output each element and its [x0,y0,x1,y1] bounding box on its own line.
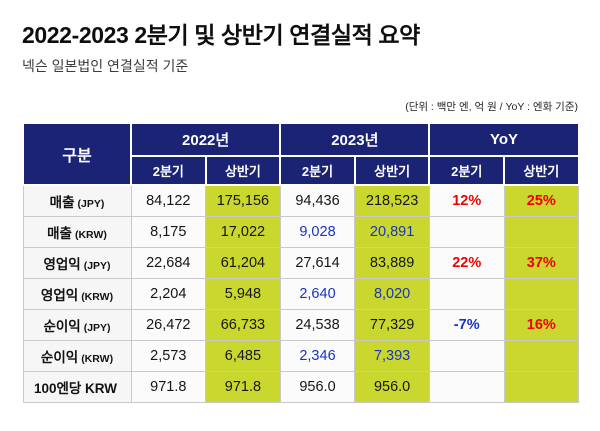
row-label-currency: (KRW) [81,291,114,303]
value-cell: 2,573 [130,340,207,372]
table-row: 매출 (JPY) 84,122 175,156 94,436 218,523 12… [22,184,580,217]
row-label-currency: (KRW) [74,229,107,241]
col-group-2023: 2023년 [279,122,431,157]
results-table: 구분 2022년 2023년 YoY 2분기 상반기 2분기 상반기 2분기 상… [22,122,580,403]
value-cell: 26,472 [130,309,207,341]
row-label: 순이익 (JPY) [22,309,132,341]
table-row: 영업익 (JPY) 22,684 61,204 27,614 83,889 22%… [22,247,580,279]
row-label-currency: (JPY) [77,198,105,210]
page-title: 2022-2023 2분기 및 상반기 연결실적 요약 [22,22,420,48]
row-label-currency: (KRW) [81,353,114,365]
value-cell: 77,329 [354,309,430,341]
row-label-text: 100엔당 KRW [33,381,118,396]
value-cell: 175,156 [205,184,281,217]
value-cell: 17,022 [205,216,281,248]
row-label-text: 순이익 [40,350,79,365]
value-cell: 12% [428,184,505,217]
row-label-currency: (JPY) [83,322,111,334]
value-cell: 22% [428,247,505,279]
value-cell [503,371,580,403]
value-cell [428,278,505,310]
value-cell [503,340,580,372]
col-yoy-h1: 상반기 [503,155,580,186]
value-cell: 83,889 [354,247,430,279]
value-cell: 7,393 [354,340,430,372]
row-label: 순이익 (KRW) [22,340,132,372]
col-2022-h1: 상반기 [204,155,282,186]
value-cell: 218,523 [354,184,430,217]
value-cell: 5,948 [205,278,281,310]
header-group-row: 구분 2022년 2023년 YoY [22,122,580,186]
value-cell: 8,020 [354,278,430,310]
row-label-text: 영업익 [40,288,79,303]
value-cell: 956.0 [279,371,356,403]
table-row: 순이익 (JPY) 26,472 66,733 24,538 77,329 -7%… [22,309,580,341]
table-row: 100엔당 KRW 971.8 971.8 956.0 956.0 [22,371,580,403]
value-cell: 2,640 [279,278,356,310]
row-label-currency: (JPY) [83,260,111,272]
col-2023-q2: 2분기 [279,155,356,186]
value-cell [428,216,505,248]
col-2022-q2: 2분기 [130,155,207,186]
value-cell: 27,614 [279,247,356,279]
row-label-text: 매출 [47,226,72,241]
col-2023-h1: 상반기 [353,155,431,186]
value-cell: 37% [503,247,580,279]
row-label-text: 순이익 [43,319,81,334]
value-cell: -7% [428,309,505,341]
table-header: 구분 2022년 2023년 YoY 2분기 상반기 2분기 상반기 2분기 상… [22,122,580,186]
value-cell: 94,436 [279,184,356,217]
value-cell: 8,175 [130,216,207,248]
value-cell: 6,485 [205,340,281,372]
row-label: 영업익 (KRW) [22,278,132,310]
value-cell: 22,684 [130,247,207,279]
value-cell: 61,204 [205,247,281,279]
value-cell: 16% [503,309,580,341]
value-cell: 20,891 [354,216,430,248]
page-subtitle: 넥슨 일본법인 연결실적 기준 [22,58,189,74]
col-yoy-q2: 2분기 [428,155,505,186]
col-group-yoy: YoY [428,122,580,157]
value-cell: 2,204 [130,278,207,310]
value-cell: 84,122 [130,184,207,217]
value-cell [428,371,505,403]
value-cell: 971.8 [130,371,207,403]
row-label: 매출 (JPY) [22,184,132,217]
value-cell: 9,028 [279,216,356,248]
row-label-text: 영업익 [43,257,81,272]
value-cell [503,278,580,310]
header-sub-row: 2분기 상반기 2분기 상반기 2분기 상반기 [23,155,580,186]
value-cell: 66,733 [205,309,281,341]
value-cell: 24,538 [279,309,356,341]
col-group-2022: 2022년 [129,122,282,157]
row-label: 매출 (KRW) [22,216,132,248]
unit-note: (단위 : 백만 엔, 억 원 / YoY : 엔화 기준) [405,101,578,113]
row-label-text: 매출 [49,195,75,210]
row-label: 영업익 (JPY) [22,247,132,279]
table-body: 매출 (JPY) 84,122 175,156 94,436 218,523 12… [22,184,580,403]
corner-header: 구분 [22,122,132,186]
value-cell: 971.8 [205,371,281,403]
row-label: 100엔당 KRW [22,371,132,403]
table-row: 매출 (KRW) 8,175 17,022 9,028 20,891 [22,216,580,248]
value-cell [503,216,580,248]
value-cell: 25% [503,184,580,217]
value-cell: 956.0 [354,371,430,403]
table-row: 순이익 (KRW) 2,573 6,485 2,346 7,393 [22,340,580,372]
table-row: 영업익 (KRW) 2,204 5,948 2,640 8,020 [22,278,580,310]
value-cell [428,340,505,372]
value-cell: 2,346 [279,340,356,372]
